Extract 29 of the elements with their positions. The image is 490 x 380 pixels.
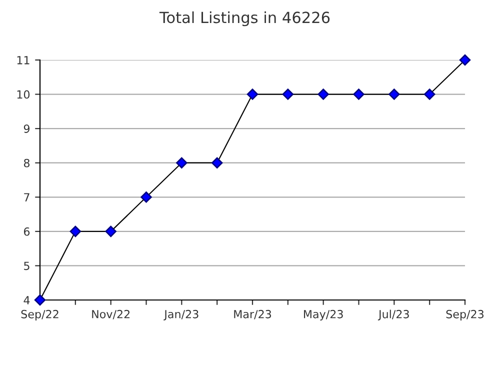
point [70, 226, 82, 238]
x-tick-label: Jul/23 [378, 310, 409, 320]
x-tick-label: Nov/22 [92, 310, 130, 320]
point [388, 88, 400, 100]
y-tick-label: 8 [24, 158, 30, 168]
y-tick-label: 10 [17, 90, 30, 99]
y-tick-label: 9 [24, 124, 30, 133]
y-tick-label: 11 [17, 56, 30, 64]
point [246, 88, 258, 100]
point [211, 157, 223, 168]
point [282, 88, 294, 100]
x-tick-label: May/23 [304, 310, 343, 320]
x-tick-label: Mar/23 [234, 310, 272, 320]
point [424, 88, 436, 100]
x-tick-label: Sep/22 [21, 310, 58, 320]
point [34, 294, 46, 306]
point [140, 192, 152, 203]
chart-title: Total Listings in 46226 [159, 11, 330, 26]
y-tick-label: 6 [24, 227, 30, 236]
y-tick-label: 4 [24, 296, 30, 304]
point [459, 54, 471, 66]
y-tick-label: 7 [24, 193, 30, 202]
point [353, 88, 364, 100]
point [176, 157, 188, 168]
point [318, 88, 329, 100]
x-tick-label: Jan/23 [164, 310, 198, 320]
y-tick-label: 5 [24, 262, 30, 270]
x-tick-label: Sep/23 [446, 310, 484, 320]
point [105, 226, 116, 238]
